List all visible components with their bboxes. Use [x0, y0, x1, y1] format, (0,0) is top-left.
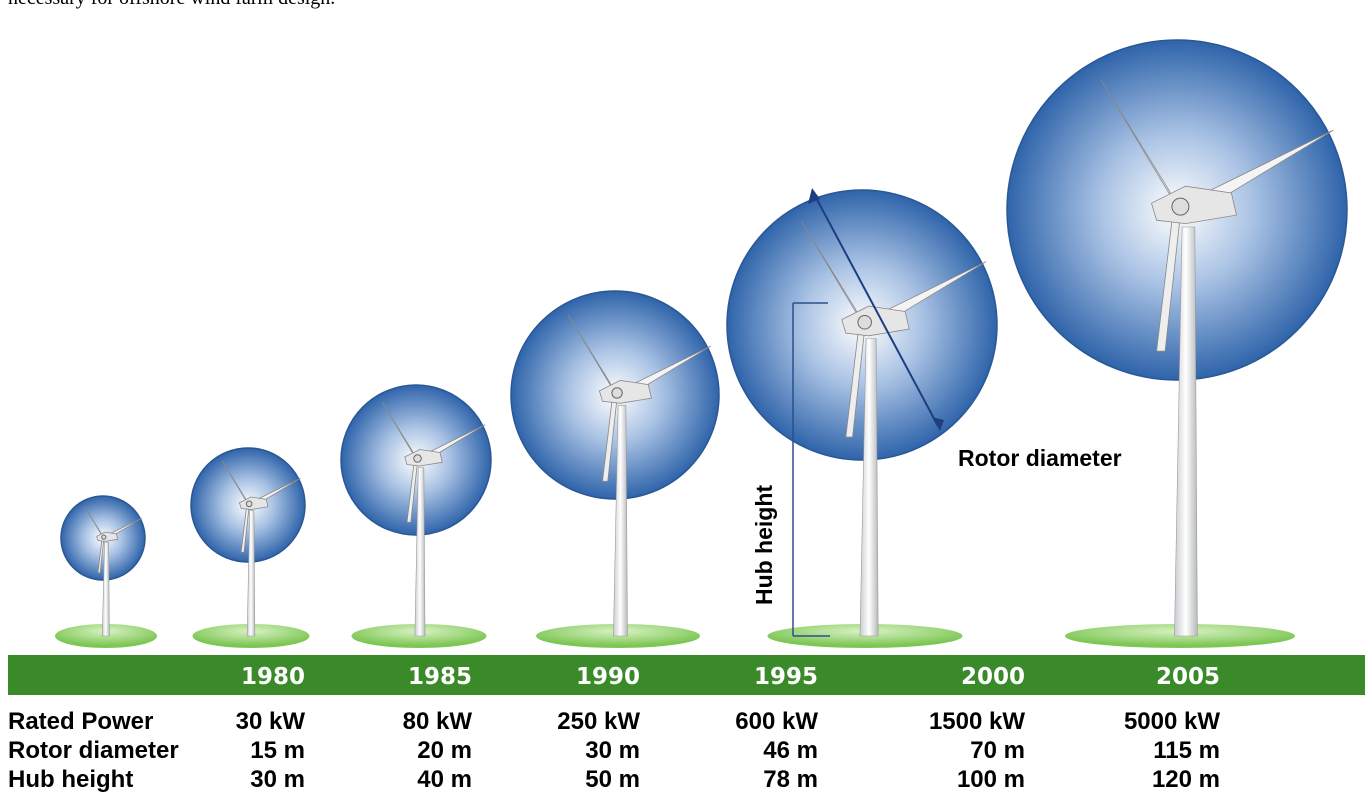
cell-value: 1500 kW: [929, 708, 1025, 735]
turbine: [1007, 40, 1347, 648]
cell-value: 40 m: [417, 766, 472, 793]
cell-value: 30 m: [250, 766, 305, 793]
year-label: 1980: [241, 664, 305, 690]
hub-height-label: Hub height: [751, 485, 777, 605]
hub: [246, 501, 252, 507]
turbine: [511, 291, 719, 648]
cell-value: 70 m: [970, 737, 1025, 764]
caption: necessary for offshore wind farm design.: [8, 0, 335, 9]
cell-value: 20 m: [417, 737, 472, 764]
turbine: [191, 448, 310, 648]
cell-value: 80 kW: [403, 708, 473, 735]
hub: [858, 316, 872, 330]
row-label: Hub height: [8, 766, 133, 793]
hub: [1172, 198, 1189, 215]
year-label: 2000: [961, 664, 1025, 690]
hub: [102, 535, 106, 539]
hub: [414, 455, 422, 463]
year-label: 1990: [576, 664, 640, 690]
infographic: necessary for offshore wind farm design.…: [0, 0, 1370, 803]
cell-value: 78 m: [763, 766, 818, 793]
turbine: [341, 385, 491, 648]
turbines: [55, 40, 1347, 648]
year-label: 2005: [1156, 664, 1220, 690]
hub: [612, 388, 622, 398]
cell-value: 115 m: [1153, 737, 1220, 764]
row-label: Rated Power: [8, 708, 153, 735]
row-label: Rotor diameter: [8, 737, 179, 764]
cell-value: 100 m: [957, 766, 1025, 793]
rotor-diameter-label: Rotor diameter: [958, 445, 1122, 471]
year-label: 1995: [754, 664, 818, 690]
cell-value: 120 m: [1152, 766, 1220, 793]
cell-value: 600 kW: [735, 708, 818, 735]
cell-value: 250 kW: [557, 708, 640, 735]
spec-table: Rated Power 30 kW 80 kW 250 kW 600 kW 1500 kW…: [8, 708, 1220, 793]
cell-value: 15 m: [250, 737, 305, 764]
turbine: [55, 496, 157, 648]
cell-value: 50 m: [585, 766, 640, 793]
cell-value: 5000 kW: [1124, 708, 1220, 735]
year-label: 1985: [408, 664, 472, 690]
cell-value: 30 m: [585, 737, 640, 764]
cell-value: 46 m: [763, 737, 818, 764]
cell-value: 30 kW: [236, 708, 306, 735]
